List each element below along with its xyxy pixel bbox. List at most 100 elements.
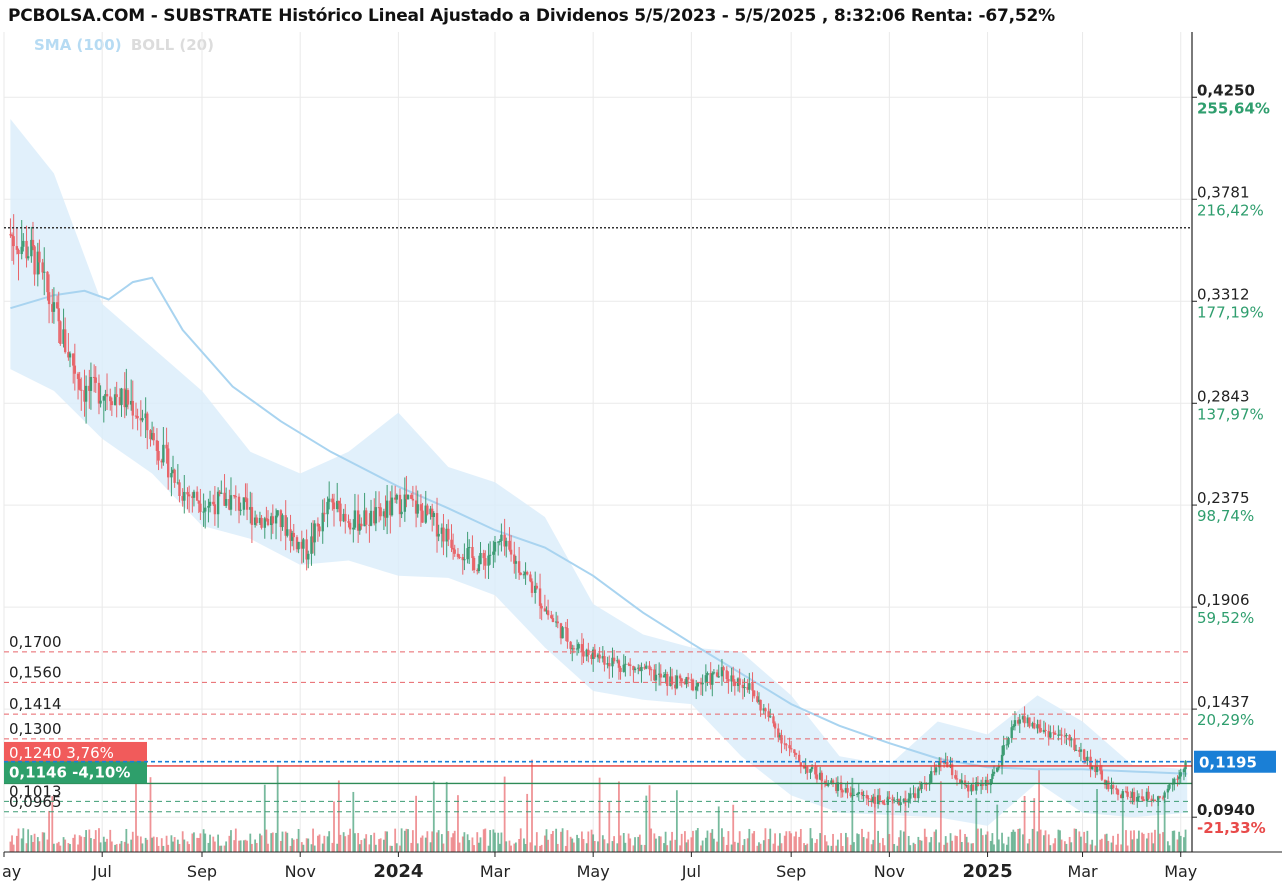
volume-bar (1158, 833, 1161, 852)
candle-body (89, 376, 93, 391)
volume-bar (811, 838, 813, 852)
volume-bar (877, 830, 879, 852)
volume-bar (632, 845, 635, 852)
candle-body (1166, 788, 1170, 793)
volume-bar (779, 833, 781, 852)
volume-bar (981, 835, 984, 852)
volume-bar (795, 831, 797, 852)
candle-body (1115, 788, 1118, 790)
candle-body (706, 672, 709, 676)
candle-body (239, 509, 242, 511)
candle-body (321, 512, 324, 532)
volume-bar (238, 840, 240, 852)
candle-body (892, 799, 896, 801)
candle-body (1110, 785, 1113, 790)
volume-bar (788, 831, 791, 852)
candle-body (424, 505, 427, 523)
candle-body (12, 236, 15, 247)
volume-bar (679, 845, 681, 852)
candle-body (284, 515, 287, 536)
volume-bar (674, 839, 677, 852)
candle-body (873, 796, 877, 805)
volume-bar (487, 845, 490, 852)
volume-bar (363, 838, 366, 852)
candle-body (1177, 776, 1181, 779)
volume-bar (1166, 841, 1169, 852)
volume-bar (896, 845, 899, 852)
candle-body (954, 775, 957, 779)
candle-body (292, 532, 295, 538)
candle-body (1044, 729, 1047, 731)
volume-bar (832, 833, 834, 852)
candle-body (83, 390, 86, 402)
volume-bar (827, 845, 830, 852)
volume-bar (20, 838, 23, 852)
candle-body (643, 666, 646, 669)
volume-bar (162, 845, 165, 852)
volume-bar (825, 841, 828, 852)
volume-bar (43, 832, 46, 852)
volume-bar (1080, 836, 1082, 852)
volume-bar (1163, 799, 1166, 852)
candle-body (171, 469, 175, 473)
candle-body (1147, 791, 1150, 799)
volume-bar (260, 835, 263, 852)
candle-body (566, 628, 569, 642)
volume-bar (780, 843, 783, 852)
volume-bar (244, 839, 247, 852)
badge-green (4, 761, 147, 784)
volume-bar (265, 829, 268, 852)
volume-bar (127, 843, 129, 852)
candle-body (738, 678, 741, 685)
candle-body (823, 781, 827, 784)
volume-bar (721, 828, 723, 852)
y-tick-pct: -21,33% (1197, 819, 1266, 837)
candle-body (364, 510, 368, 525)
legend-sma[interactable]: SMA (100) (34, 36, 122, 54)
volume-bar (255, 842, 258, 852)
candle-body (208, 501, 212, 506)
volume-bar (629, 838, 632, 852)
candle-body (353, 510, 357, 528)
volume-bar (597, 841, 599, 852)
candle-body (379, 507, 382, 517)
volume-bar (233, 840, 236, 852)
legend-boll[interactable]: BOLL (20) (130, 36, 214, 54)
volume-bar (1036, 831, 1039, 852)
candle-body (105, 394, 109, 397)
volume-bar (1002, 843, 1005, 852)
volume-bar (38, 841, 41, 852)
candle-body (453, 549, 456, 554)
volume-bar (109, 829, 112, 852)
candle-body (701, 682, 704, 685)
candle-body (129, 400, 133, 405)
candle-body (767, 711, 770, 717)
volume-bar (500, 832, 503, 852)
volume-bar (986, 831, 989, 852)
volume-bar (835, 845, 838, 852)
volume-bar (69, 844, 71, 852)
candle-body (748, 683, 751, 690)
volume-bar (352, 791, 355, 852)
x-tick-label: ay (2, 862, 21, 881)
candle-body (187, 494, 191, 497)
candle-body (482, 553, 485, 559)
volume-bar (310, 844, 313, 852)
volume-bar (650, 828, 653, 852)
candle-body (881, 800, 885, 804)
sma-100-line (10, 276, 1188, 775)
volume-bar (814, 842, 817, 852)
volume-bar (938, 842, 941, 852)
candle-body (955, 778, 959, 780)
candle-body (289, 529, 292, 541)
candle-body (458, 556, 461, 558)
candle-body (852, 794, 856, 796)
volume-bar (370, 835, 372, 852)
candle-body (223, 492, 226, 506)
volume-bar (967, 842, 970, 852)
candle-body (192, 491, 196, 498)
candle-body (925, 783, 928, 785)
candle-body (577, 644, 580, 649)
volume-bar (1052, 843, 1055, 852)
